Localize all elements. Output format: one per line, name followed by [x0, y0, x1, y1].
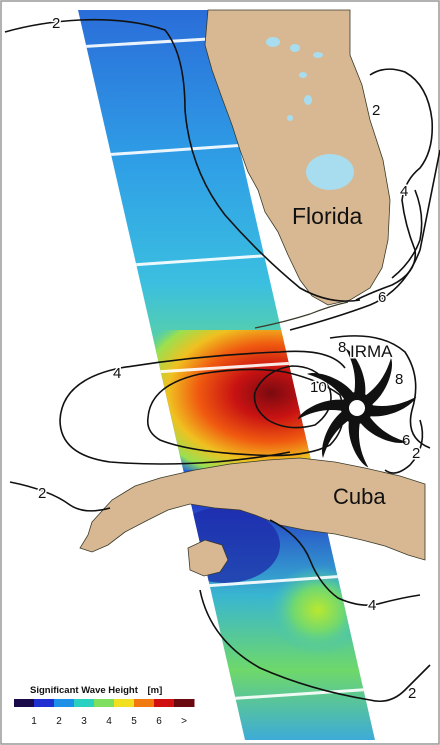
legend-color-swatch — [174, 699, 195, 707]
contour-label: 4 — [400, 183, 408, 200]
contour-label: 8 — [395, 371, 403, 388]
contour-label: 2 — [52, 15, 60, 32]
legend-tick-label: 3 — [81, 716, 87, 727]
florida-keys — [254, 301, 349, 329]
contour-label: 4 — [368, 597, 376, 614]
legend-title: Significant Wave Height [m] — [30, 685, 162, 696]
legend-color-swatch — [34, 699, 55, 707]
legend-color-swatch — [154, 699, 175, 707]
contour-labels: 2 2 2 4 6 4 8 10 8 6 2 4 2 — [37, 14, 422, 704]
contour-label: 2 — [38, 485, 46, 502]
cuba-label: Cuba — [333, 484, 386, 509]
contour-label: 2 — [372, 102, 380, 119]
legend-tick-label: 1 — [31, 716, 37, 727]
contour-label: 4 — [113, 365, 121, 382]
legend-tick-label: 6 — [156, 716, 162, 727]
contour-label: 6 — [402, 432, 410, 449]
hurricane-symbol-icon — [297, 348, 417, 468]
florida-landmass — [204, 9, 391, 306]
storm-name-label: IRMA — [350, 342, 393, 361]
legend: Significant Wave Height [m] 1 2 3 4 5 6 > — [14, 685, 195, 727]
wave-height-contours — [4, 18, 440, 703]
legend-title-text: Significant Wave Height — [30, 685, 139, 696]
legend-tick-label: > — [181, 716, 187, 727]
legend-color-swatch — [94, 699, 115, 707]
legend-tick-label: 2 — [56, 716, 62, 727]
legend-ticks: 1 2 3 4 5 6 > — [31, 716, 187, 727]
contour-label: 2 — [412, 445, 420, 462]
contour-label: 6 — [378, 289, 386, 306]
legend-unit: [m] — [148, 685, 163, 696]
legend-color-swatch — [14, 699, 35, 707]
contour-label: 8 — [338, 339, 346, 356]
lakes — [266, 37, 354, 190]
isla-de-la-juventud — [187, 539, 229, 577]
contour-label: 2 — [408, 685, 416, 702]
florida-label: Florida — [292, 203, 363, 229]
legend-color-swatch — [74, 699, 95, 707]
contour-label: 10 — [310, 379, 327, 396]
legend-tick-label: 4 — [106, 716, 112, 727]
legend-color-bar — [14, 699, 195, 707]
legend-color-swatch — [114, 699, 135, 707]
cuba-landmass — [79, 457, 426, 561]
legend-color-swatch — [54, 699, 75, 707]
legend-tick-label: 5 — [131, 716, 137, 727]
legend-color-swatch — [134, 699, 155, 707]
